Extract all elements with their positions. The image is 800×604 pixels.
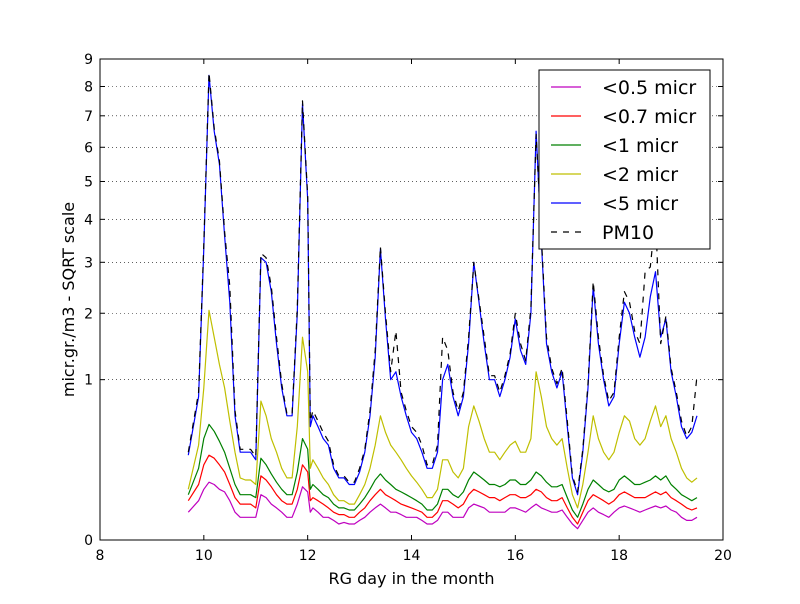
series-line — [187, 481, 698, 530]
x-tick-label: 8 — [96, 548, 105, 564]
legend: <0.5 micr <0.7 micr <1 micr <2 micr <5 micr P… — [538, 69, 711, 250]
y-tick-label: 3 — [84, 255, 93, 271]
y-tick-label: 5 — [84, 174, 93, 190]
x-axis-label: RG day in the month — [328, 569, 494, 588]
y-tick-label: 6 — [84, 140, 93, 156]
legend-label: <5 micr — [602, 193, 678, 215]
series-line — [187, 74, 698, 496]
y-tick-label: 4 — [84, 212, 93, 228]
y-tick-label: 7 — [84, 109, 93, 125]
legend-label: <1 micr — [602, 135, 678, 157]
x-tick-label: 10 — [195, 548, 213, 564]
y-tick-label: 2 — [84, 306, 93, 322]
x-tick-label: 18 — [610, 548, 628, 564]
series-line — [187, 454, 698, 525]
legend-label: <0.5 micr — [602, 77, 696, 99]
x-tick-label: 16 — [506, 548, 524, 564]
x-tick-label: 14 — [403, 548, 421, 564]
legend-label: PM10 — [602, 222, 654, 244]
x-tick-label: 12 — [299, 548, 317, 564]
y-tick-label: 1 — [84, 373, 93, 389]
y-tick-label: 9 — [84, 52, 93, 68]
y-axis-label: micr.gr./m3 - SQRT scale — [59, 202, 78, 397]
y-tick-label: 8 — [84, 80, 93, 96]
series-line — [187, 309, 698, 509]
legend-label: <0.7 micr — [602, 106, 696, 128]
series-line — [187, 71, 698, 493]
legend-label: <2 micr — [602, 164, 678, 186]
series-line — [187, 423, 698, 518]
legend-box — [538, 69, 711, 250]
x-tick-label: 20 — [714, 548, 732, 564]
series-layer — [187, 71, 698, 530]
y-tick-label: 0 — [84, 533, 93, 549]
